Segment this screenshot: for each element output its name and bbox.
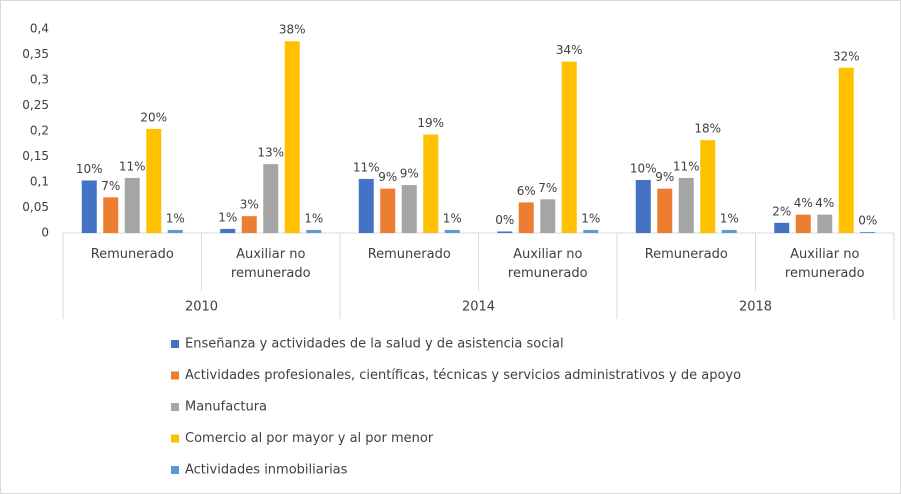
data-label: 1% (218, 210, 237, 224)
bar (124, 177, 140, 233)
bar (678, 177, 694, 233)
bar (220, 228, 236, 233)
data-label: 10% (76, 162, 103, 176)
x-tick-label: Auxiliar no remunerado (784, 247, 865, 281)
legend-swatch (171, 340, 179, 348)
bar (817, 214, 833, 233)
group-label: 2014 (462, 300, 495, 315)
legend-swatch (171, 466, 179, 474)
bar (700, 140, 716, 233)
bar (380, 188, 396, 233)
y-tick-label: 0,25 (22, 98, 49, 112)
bar (860, 231, 876, 233)
legend-label: Comercio al por mayor y al por menor (185, 431, 434, 446)
data-label: 18% (694, 122, 721, 136)
group-label: 2010 (185, 300, 218, 315)
data-label: 9% (655, 170, 674, 184)
bar (540, 199, 556, 233)
bar (721, 229, 737, 233)
bar (284, 41, 300, 233)
legend-swatch (171, 371, 179, 380)
data-label: 3% (240, 198, 259, 212)
data-label: 13% (257, 146, 284, 160)
data-label: 1% (443, 211, 462, 225)
bar (774, 222, 790, 233)
bar (167, 229, 183, 233)
legend-label: Actividades profesionales, científicas, … (185, 368, 741, 383)
data-label: 38% (279, 23, 306, 37)
legend-swatch (171, 434, 179, 443)
y-tick-label: 0,35 (22, 47, 49, 61)
bar (518, 202, 534, 233)
data-label: 20% (140, 110, 167, 124)
bar (497, 231, 513, 233)
data-label: 32% (833, 49, 860, 63)
x-tick-label: Remunerado (367, 247, 451, 262)
data-label: 4% (794, 196, 813, 210)
y-tick-label: 0,15 (22, 149, 49, 163)
bar (306, 229, 322, 233)
data-label: 1% (166, 211, 185, 225)
bar (561, 61, 577, 233)
y-tick-label: 0,1 (30, 175, 49, 189)
legend-label: Actividades inmobiliarias (185, 463, 348, 478)
legend-label: Manufactura (185, 400, 267, 415)
data-label: 19% (417, 116, 444, 130)
x-tick-label: Remunerado (90, 247, 174, 262)
data-label: 11% (353, 160, 380, 174)
data-label: 7% (101, 179, 120, 193)
data-label: 6% (517, 184, 536, 198)
bar (401, 185, 417, 233)
x-tick-label: Auxiliar no remunerado (507, 247, 588, 281)
bar (146, 128, 162, 233)
y-tick-label: 0 (41, 226, 49, 240)
y-tick-label: 0,2 (30, 124, 49, 138)
data-label: 0% (858, 213, 877, 227)
bar (423, 134, 439, 233)
bar (103, 197, 119, 233)
bar (657, 188, 673, 233)
data-label: 9% (400, 167, 419, 181)
data-label: 1% (581, 211, 600, 225)
data-label: 11% (673, 159, 700, 173)
y-tick-label: 0,4 (30, 22, 49, 36)
bar (241, 216, 257, 233)
data-label: 1% (304, 211, 323, 225)
data-label: 1% (720, 211, 739, 225)
bar (263, 164, 279, 233)
data-label: 34% (556, 43, 583, 57)
bar (444, 229, 460, 233)
data-label: 11% (119, 159, 146, 173)
data-label: 2% (772, 204, 791, 218)
bar (583, 229, 599, 233)
bar (358, 178, 374, 233)
bar (795, 214, 811, 233)
data-label: 7% (538, 181, 557, 195)
data-label: 0% (495, 213, 514, 227)
bar (81, 180, 97, 233)
data-label: 10% (630, 161, 657, 175)
bar (635, 179, 651, 233)
legend-label: Enseñanza y actividades de la salud y de… (185, 337, 564, 352)
x-tick-label: Auxiliar no remunerado (230, 247, 311, 281)
y-tick-label: 0,05 (22, 200, 49, 214)
bar (838, 67, 854, 233)
data-label: 4% (815, 196, 834, 210)
data-label: 9% (378, 170, 397, 184)
legend-swatch (171, 403, 179, 411)
y-tick-label: 0,3 (30, 73, 49, 87)
group-label: 2018 (739, 300, 772, 315)
x-tick-label: Remunerado (644, 247, 728, 262)
